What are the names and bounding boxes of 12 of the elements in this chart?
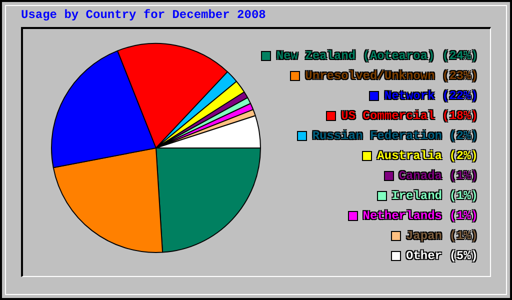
- legend-label: Other (5%): [406, 249, 478, 263]
- legend-label: Canada (1%): [398, 169, 478, 183]
- legend-label: Ireland (1%): [392, 189, 478, 203]
- legend-label: Australia (2%): [377, 149, 478, 163]
- legend-label: Network (22%): [384, 89, 478, 103]
- legend-label: Japan (1%): [406, 229, 478, 243]
- legend-label: New Zealand (Aotearoa) (24%): [276, 49, 478, 63]
- legend-label: US Commercial (18%): [341, 109, 478, 123]
- legend-label: Russian Federation (2%): [312, 129, 478, 143]
- chart-title: Usage by Country for December 2008: [21, 8, 266, 22]
- legend-label: Unresolved/Unknown (23%): [305, 69, 478, 83]
- legend-label: Netherlands (1%): [362, 209, 478, 223]
